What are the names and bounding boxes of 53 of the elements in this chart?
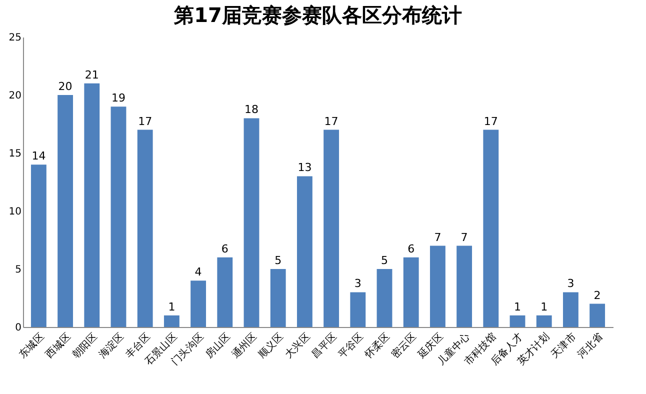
bar	[190, 280, 206, 327]
y-tick-label: 15	[8, 148, 22, 160]
bar	[456, 246, 472, 327]
bar	[324, 130, 340, 327]
data-label: 5	[381, 254, 388, 267]
data-label: 21	[84, 68, 99, 82]
bar	[510, 315, 526, 327]
data-label: 18	[244, 103, 258, 116]
bar	[110, 106, 126, 327]
data-label: 1	[168, 300, 176, 314]
bar	[296, 176, 312, 327]
y-tick-label: 25	[8, 32, 22, 44]
y-tick-label: 10	[8, 206, 22, 218]
data-label: 6	[408, 242, 415, 256]
y-tick-label: 5	[15, 264, 22, 276]
bar	[217, 257, 233, 327]
bar	[376, 269, 392, 327]
chart-title: 第17届竞赛参赛队各区分布统计	[173, 3, 462, 27]
y-tick-label: 20	[8, 90, 22, 102]
data-label: 3	[354, 277, 362, 290]
data-label: 13	[298, 161, 312, 174]
bar	[536, 315, 552, 327]
data-label: 4	[194, 266, 202, 279]
bar	[350, 292, 366, 327]
data-label: 20	[58, 80, 72, 93]
data-label: 17	[138, 114, 152, 128]
bar	[562, 292, 578, 327]
bar	[84, 83, 100, 327]
data-label: 1	[540, 300, 548, 314]
bar	[244, 118, 260, 327]
x-tick-label: 东城区	[16, 330, 46, 360]
x-tick-label: 房山区	[202, 330, 233, 360]
data-label: 19	[111, 92, 126, 105]
bar	[403, 257, 419, 327]
bar	[270, 269, 286, 327]
data-label: 3	[567, 277, 574, 290]
bar	[30, 164, 46, 327]
data-label: 14	[32, 150, 46, 163]
data-label: 7	[460, 230, 468, 244]
y-tick-label: 0	[15, 322, 22, 334]
data-label: 2	[594, 288, 601, 302]
bar	[430, 246, 446, 327]
data-label: 5	[274, 254, 282, 267]
bar	[137, 130, 153, 327]
bar	[590, 304, 606, 327]
data-label: 17	[484, 114, 498, 128]
data-label: 17	[324, 114, 338, 128]
data-label: 7	[434, 230, 442, 244]
bar	[164, 315, 180, 327]
bar	[58, 95, 74, 327]
data-label: 1	[514, 300, 522, 314]
bar	[483, 130, 499, 327]
data-label: 6	[221, 242, 228, 256]
